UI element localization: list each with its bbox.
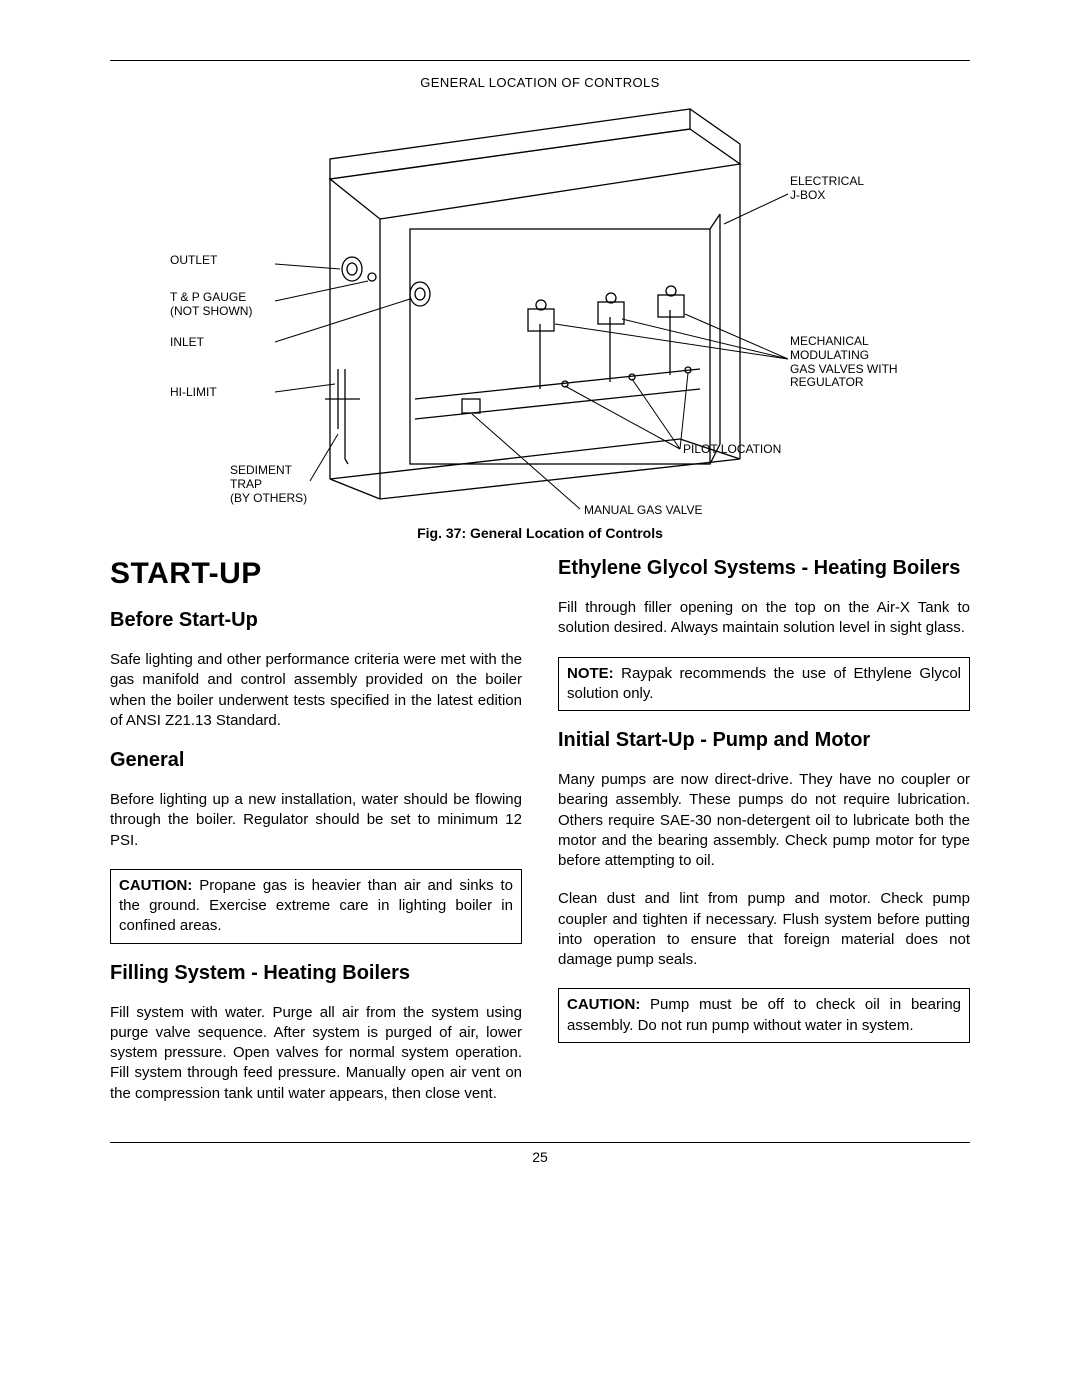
h2-glycol: Ethylene Glycol Systems - Heating Boiler… <box>558 557 970 580</box>
p-pump-1: Many pumps are now direct-drive. They ha… <box>558 770 970 871</box>
label-pilot: PILOT LOCATION <box>683 443 781 457</box>
p-filling: Fill system with water. Purge all air fr… <box>110 1003 522 1104</box>
rule-top <box>110 60 970 61</box>
label-manual-gas: MANUAL GAS VALVE <box>584 504 702 518</box>
label-outlet: OUTLET <box>170 254 217 268</box>
label-mech-valves: MECHANICAL MODULATING GAS VALVES WITH RE… <box>790 335 898 390</box>
label-sediment-trap: SEDIMENT TRAP (BY OTHERS) <box>230 464 307 505</box>
note-text: Raypak recommends the use of Ethylene Gl… <box>567 665 961 702</box>
left-column: START-UP Before Start-Up Safe lighting a… <box>110 557 522 1122</box>
h2-filling: Filling System - Heating Boilers <box>110 962 522 985</box>
rule-bottom <box>110 1142 970 1143</box>
p-before: Safe lighting and other performance crit… <box>110 650 522 731</box>
caution-pump-lead: CAUTION: <box>567 996 640 1013</box>
right-column: Ethylene Glycol Systems - Heating Boiler… <box>558 557 970 1122</box>
label-inlet: INLET <box>170 336 204 350</box>
p-glycol: Fill through filler opening on the top o… <box>558 598 970 639</box>
h2-before: Before Start-Up <box>110 609 522 632</box>
p-general: Before lighting up a new installation, w… <box>110 790 522 851</box>
caution-lead: CAUTION: <box>119 877 192 894</box>
diagram-figure: GENERAL LOCATION OF CONTROLS <box>110 69 970 519</box>
label-tp-gauge: T & P GAUGE (NOT SHOWN) <box>170 291 252 319</box>
two-column-layout: START-UP Before Start-Up Safe lighting a… <box>110 557 970 1122</box>
caution-pump: CAUTION: Pump must be off to check oil i… <box>558 988 970 1043</box>
h1-startup: START-UP <box>110 557 522 591</box>
h2-pump: Initial Start-Up - Pump and Motor <box>558 729 970 752</box>
note-glycol: NOTE: Raypak recommends the use of Ethyl… <box>558 657 970 712</box>
note-lead: NOTE: <box>567 665 614 682</box>
caution-propane: CAUTION: Propane gas is heavier than air… <box>110 869 522 944</box>
label-elec-jbox: ELECTRICAL J-BOX <box>790 175 864 203</box>
page-number: 25 <box>110 1149 970 1165</box>
figure-caption: Fig. 37: General Location of Controls <box>110 525 970 541</box>
h2-general: General <box>110 749 522 772</box>
p-pump-2: Clean dust and lint from pump and motor.… <box>558 889 970 970</box>
label-hi-limit: HI-LIMIT <box>170 386 217 400</box>
